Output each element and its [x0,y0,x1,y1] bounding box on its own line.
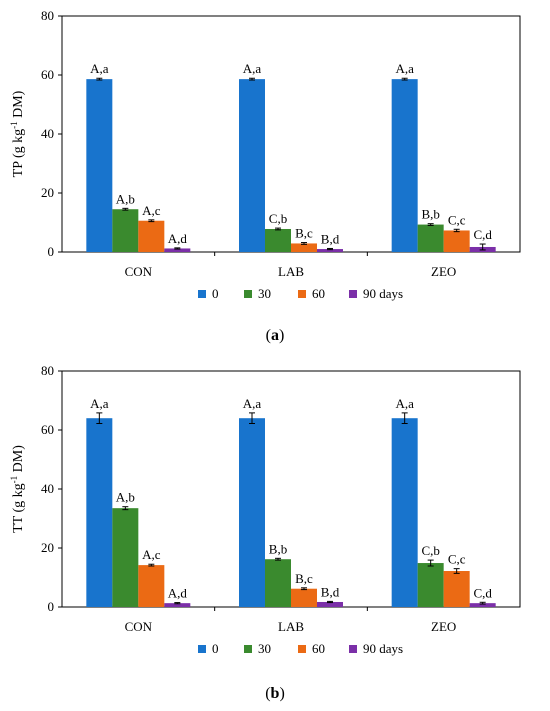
data-label: C,c [448,212,466,227]
y-axis-label-main: TT (g kg [11,483,26,533]
bar-90-days-ZEO [469,603,496,607]
data-label: B,c [295,571,313,586]
legend-swatch-30 [244,645,252,653]
data-label: A,d [168,231,188,246]
y-tick-label: 0 [48,599,55,614]
x-category-label: LAB [278,264,304,279]
legend-swatch-0 [198,645,206,653]
bar-30-CON [112,508,139,607]
y-tick-label: 0 [48,244,55,259]
data-label: C,b [269,211,287,226]
bar-60-CON [138,220,165,252]
legend-label: 90 days [363,641,403,656]
bar-0-CON [86,418,113,607]
chart-b-svg: 0 20 40 60 80 TT (g kg-1 DM) CON A,a A,b A,c A,d LA… [9,363,521,656]
y-axis-label-sup: -1 [9,121,19,129]
y-tick-label: 20 [41,185,54,200]
legend-label: 30 [258,286,271,301]
chart-a-svg: 0 20 40 60 80 TP (g kg-1 DM) CON A,a A,b A,c A,d LA… [9,8,521,301]
bar-0-ZEO [391,79,418,252]
data-label: A,a [243,396,262,411]
legend-swatch-90-days [349,645,357,653]
y-tick-label: 20 [41,540,54,555]
bar-60-ZEO [443,230,470,252]
y-axis-label-tail: DM) [11,445,26,476]
y-tick-label: 80 [41,363,54,378]
legend-label: 60 [312,641,325,656]
panel-label-a-letter: a [271,327,279,344]
x-category-label: ZEO [431,619,456,634]
data-label: A,c [142,547,161,562]
bar-60-CON [138,565,165,607]
bar-90-days-CON [164,248,191,252]
y-tick-label: 40 [41,481,54,496]
y-tick-label: 80 [41,8,54,23]
y-axis-label-main: TP (g kg [11,129,26,177]
data-label: B,b [421,207,439,222]
y-axis-label-sup: -1 [9,476,19,484]
y-axis-label-tail: DM) [11,90,26,121]
bar-60-LAB [291,243,317,252]
chart-panel-b: 0 20 40 60 80 TT (g kg-1 DM) CON A,a A,b A,c A,d LA… [0,355,550,711]
y-axis-label: TP (g kg-1 DM) [9,90,26,177]
data-label: B,c [295,226,313,241]
bar-0-LAB [239,79,265,252]
x-category-label: CON [125,619,153,634]
data-label: B,d [321,584,340,599]
data-label: A,a [90,61,109,76]
data-label: A,c [142,203,161,218]
data-label: A,a [395,61,414,76]
panel-label-b-letter: b [270,685,280,702]
bar-90-days-LAB [317,249,343,252]
x-category-label: CON [125,264,153,279]
data-label: C,d [473,227,492,242]
bar-30-LAB [265,559,291,607]
data-label: B,d [321,231,340,246]
legend-swatch-60 [298,290,306,298]
chart-panel-a: 0 20 40 60 80 TP (g kg-1 DM) CON A,a A,b A,c A,d LA… [0,0,550,355]
bar-30-ZEO [417,224,444,252]
bar-30-CON [112,209,139,252]
bar-30-ZEO [417,563,444,607]
legend-label: 0 [212,286,219,301]
y-tick-label: 60 [41,422,54,437]
data-label: A,a [90,396,109,411]
data-label: C,b [421,543,439,558]
bar-0-LAB [239,418,265,607]
data-label: B,b [269,541,287,556]
x-category-label: ZEO [431,264,456,279]
bar-60-ZEO [443,571,470,607]
y-axis-label: TT (g kg-1 DM) [9,445,26,533]
bar-30-LAB [265,228,291,252]
bar-0-CON [86,79,113,252]
bar-90-days-LAB [317,601,343,607]
x-category-label: LAB [278,619,304,634]
data-label: A,a [243,61,262,76]
legend-swatch-60 [298,645,306,653]
panel-label-a: (a) [265,327,285,344]
legend-swatch-90-days [349,290,357,298]
data-label: A,b [116,191,135,206]
data-label: A,b [116,490,135,505]
data-label: C,c [448,552,466,567]
legend-label: 90 days [363,286,403,301]
bar-0-ZEO [391,418,418,607]
panel-label-b: (b) [265,685,285,702]
y-tick-label: 40 [41,126,54,141]
bar-60-LAB [291,588,317,607]
data-label: C,d [473,585,492,600]
y-tick-label: 60 [41,67,54,82]
legend-swatch-0 [198,290,206,298]
legend-label: 60 [312,286,325,301]
data-label: A,d [168,586,188,601]
legend-label: 0 [212,641,219,656]
legend-label: 30 [258,641,271,656]
data-label: A,a [395,396,414,411]
bar-90-days-CON [164,603,191,607]
legend-swatch-30 [244,290,252,298]
